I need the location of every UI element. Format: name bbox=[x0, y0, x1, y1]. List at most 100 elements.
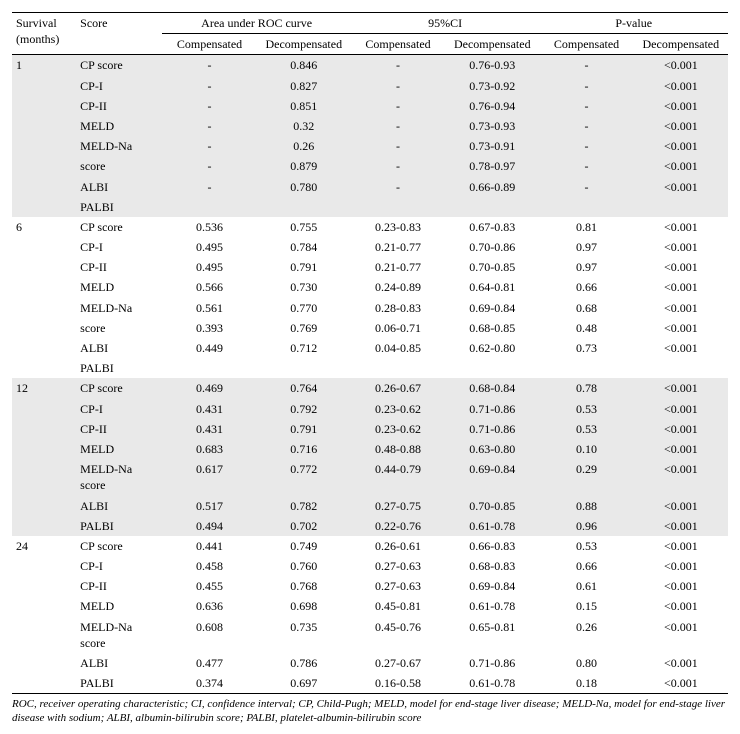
cell-value: - bbox=[162, 96, 256, 116]
cell-value: - bbox=[162, 177, 256, 197]
cell-score: MELD bbox=[76, 277, 162, 297]
cell-value: 0.23-0.62 bbox=[351, 399, 445, 419]
table-row: CP-II-0.851-0.76-0.94-<0.001 bbox=[12, 96, 728, 116]
cell-month bbox=[12, 177, 76, 197]
cell-value: <0.001 bbox=[634, 459, 728, 495]
cell-value: <0.001 bbox=[634, 96, 728, 116]
cell-score: PALBI bbox=[76, 197, 162, 217]
cell-value: 0.06-0.71 bbox=[351, 318, 445, 338]
cell-month bbox=[12, 257, 76, 277]
cell-value: <0.001 bbox=[634, 653, 728, 673]
cell-value: 0.374 bbox=[162, 673, 256, 693]
cell-month bbox=[12, 496, 76, 516]
cell-value: 0.18 bbox=[539, 673, 633, 693]
cell-value: 0.64-0.81 bbox=[445, 277, 539, 297]
cell-value: - bbox=[539, 136, 633, 156]
cell-score: MELD-Na bbox=[76, 136, 162, 156]
table-row: PALBI bbox=[12, 358, 728, 378]
cell-value: 0.26 bbox=[257, 136, 351, 156]
cell-value: <0.001 bbox=[634, 116, 728, 136]
cell-value: - bbox=[162, 156, 256, 176]
cell-score: ALBI bbox=[76, 653, 162, 673]
table-row: score-0.879-0.78-0.97-<0.001 bbox=[12, 156, 728, 176]
col-group-ci: 95%CI bbox=[351, 13, 540, 34]
cell-value bbox=[539, 197, 633, 217]
cell-value: 0.495 bbox=[162, 237, 256, 257]
cell-score: CP-I bbox=[76, 399, 162, 419]
cell-value: 0.517 bbox=[162, 496, 256, 516]
cell-month bbox=[12, 76, 76, 96]
cell-value: <0.001 bbox=[634, 399, 728, 419]
table-row: MELD0.6360.6980.45-0.810.61-0.780.15<0.0… bbox=[12, 596, 728, 616]
cell-value: 0.712 bbox=[257, 338, 351, 358]
cell-value: - bbox=[162, 116, 256, 136]
cell-value: 0.44-0.79 bbox=[351, 459, 445, 495]
cell-value: 0.80 bbox=[539, 653, 633, 673]
cell-value: <0.001 bbox=[634, 318, 728, 338]
cell-value: 0.45-0.76 bbox=[351, 617, 445, 653]
table-row: CP-I0.4310.7920.23-0.620.71-0.860.53<0.0… bbox=[12, 399, 728, 419]
table-row: CP-I0.4580.7600.27-0.630.68-0.830.66<0.0… bbox=[12, 556, 728, 576]
cell-value: 0.566 bbox=[162, 277, 256, 297]
cell-value bbox=[162, 197, 256, 217]
cell-value: 0.730 bbox=[257, 277, 351, 297]
cell-score: ALBI bbox=[76, 177, 162, 197]
cell-value: 0.431 bbox=[162, 419, 256, 439]
cell-value: 0.88 bbox=[539, 496, 633, 516]
cell-month bbox=[12, 358, 76, 378]
cell-value: 0.455 bbox=[162, 576, 256, 596]
col-ci-comp: Compensated bbox=[351, 34, 445, 55]
cell-value: 0.97 bbox=[539, 257, 633, 277]
cell-value: 0.27-0.63 bbox=[351, 576, 445, 596]
cell-value: <0.001 bbox=[634, 673, 728, 693]
cell-score: CP score bbox=[76, 55, 162, 76]
table-row: MELD0.6830.7160.48-0.880.63-0.800.10<0.0… bbox=[12, 439, 728, 459]
cell-value: 0.716 bbox=[257, 439, 351, 459]
cell-value: 0.73-0.92 bbox=[445, 76, 539, 96]
cell-value: 0.22-0.76 bbox=[351, 516, 445, 536]
cell-score: CP score bbox=[76, 536, 162, 556]
cell-value: 0.536 bbox=[162, 217, 256, 237]
col-survival: Survival (months) bbox=[12, 13, 76, 55]
cell-value: 0.65-0.81 bbox=[445, 617, 539, 653]
cell-score: ALBI bbox=[76, 338, 162, 358]
cell-value: 0.494 bbox=[162, 516, 256, 536]
cell-value: - bbox=[162, 76, 256, 96]
table-row: MELD-Na0.5610.7700.28-0.830.69-0.840.68<… bbox=[12, 298, 728, 318]
cell-value: 0.827 bbox=[257, 76, 351, 96]
cell-value: - bbox=[162, 55, 256, 76]
cell-value: 0.70-0.85 bbox=[445, 496, 539, 516]
cell-value: 0.791 bbox=[257, 257, 351, 277]
cell-value bbox=[634, 358, 728, 378]
cell-value: 0.431 bbox=[162, 399, 256, 419]
cell-value bbox=[445, 197, 539, 217]
cell-value: 0.61 bbox=[539, 576, 633, 596]
cell-value: 0.27-0.67 bbox=[351, 653, 445, 673]
cell-value: 0.96 bbox=[539, 516, 633, 536]
cell-month bbox=[12, 116, 76, 136]
cell-value: 0.71-0.86 bbox=[445, 419, 539, 439]
cell-value: - bbox=[539, 116, 633, 136]
cell-value: 0.786 bbox=[257, 653, 351, 673]
cell-value: - bbox=[162, 136, 256, 156]
cell-value: <0.001 bbox=[634, 217, 728, 237]
cell-value: 0.71-0.86 bbox=[445, 653, 539, 673]
cell-value: 0.48 bbox=[539, 318, 633, 338]
table-row: ALBI0.4490.7120.04-0.850.62-0.800.73<0.0… bbox=[12, 338, 728, 358]
cell-value: 0.458 bbox=[162, 556, 256, 576]
cell-month bbox=[12, 617, 76, 653]
table-row: CP-I0.4950.7840.21-0.770.70-0.860.97<0.0… bbox=[12, 237, 728, 257]
table-row: MELD0.5660.7300.24-0.890.64-0.810.66<0.0… bbox=[12, 277, 728, 297]
cell-value: 0.697 bbox=[257, 673, 351, 693]
cell-value: 0.32 bbox=[257, 116, 351, 136]
cell-value: 0.749 bbox=[257, 536, 351, 556]
table-row: score0.3930.7690.06-0.710.68-0.850.48<0.… bbox=[12, 318, 728, 338]
table-row: MELD-0.32-0.73-0.93-<0.001 bbox=[12, 116, 728, 136]
cell-value: 0.78 bbox=[539, 378, 633, 398]
cell-month bbox=[12, 136, 76, 156]
cell-value: <0.001 bbox=[634, 136, 728, 156]
cell-value: 0.48-0.88 bbox=[351, 439, 445, 459]
cell-value: 0.26 bbox=[539, 617, 633, 653]
cell-value: 0.477 bbox=[162, 653, 256, 673]
cell-value: 0.768 bbox=[257, 576, 351, 596]
